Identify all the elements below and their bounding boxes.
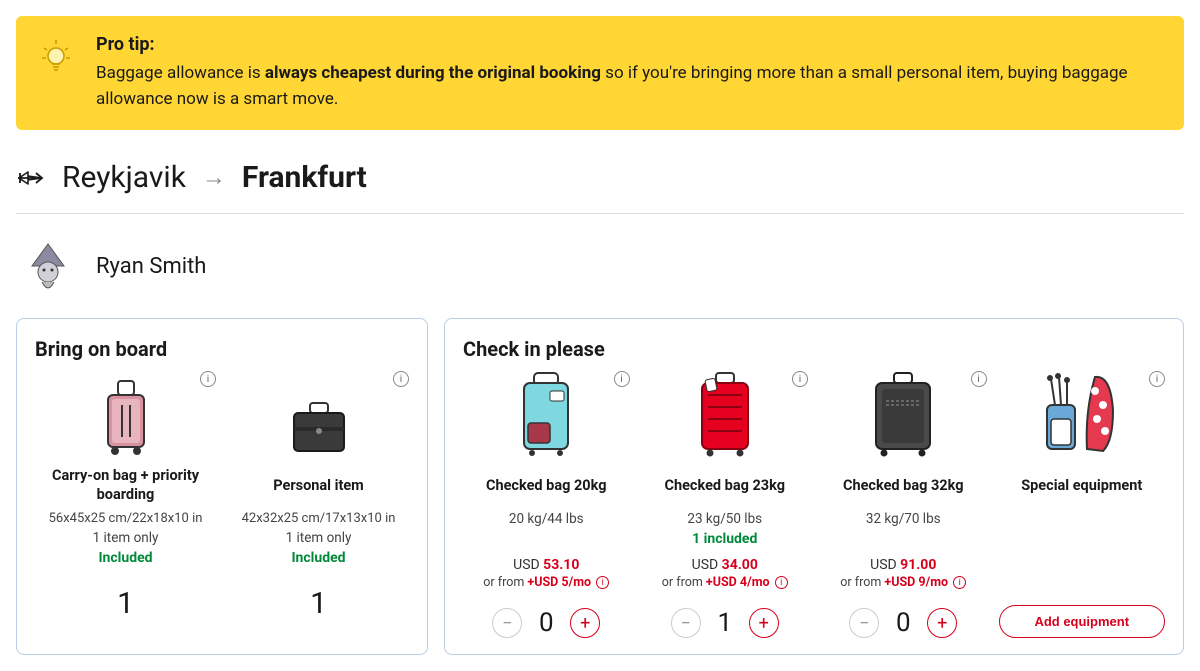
checked-bag-32-icon (820, 371, 987, 457)
card-name: Checked bag 32kg (820, 467, 987, 505)
info-icon[interactable]: i (200, 371, 216, 387)
tip-title: Pro tip: (96, 34, 1164, 55)
personal-item-icon (228, 371, 409, 457)
card-checked-20: i Checked bag 20kg 20 kg/44 lbs USD 53.1… (459, 371, 634, 638)
bring-title: Bring on board (31, 337, 413, 361)
info-icon[interactable]: i (393, 371, 409, 387)
info-icon[interactable]: i (792, 371, 808, 387)
route-to: Frankfurt (242, 160, 367, 195)
passenger-row: Ryan Smith (16, 238, 1184, 294)
checked-bag-20-icon (463, 371, 630, 457)
info-icon[interactable]: i (596, 576, 609, 589)
card-dim: 56x45x25 cm/22x18x10 in (35, 511, 216, 526)
check-title: Check in please (459, 337, 1169, 361)
add-equipment-button[interactable]: Add equipment (999, 605, 1166, 638)
avatar (20, 238, 76, 294)
minus-button[interactable]: − (849, 608, 879, 638)
arrow-right-icon: → (202, 163, 226, 192)
card-special-equipment: i Special equipment Add equipment (995, 371, 1170, 638)
price: USD 34.00 (642, 557, 809, 573)
checked-bag-23-icon (642, 371, 809, 457)
info-icon[interactable]: i (1149, 371, 1165, 387)
card-sub: 23 kg/50 lbs (642, 511, 809, 527)
price-monthly: or from +USD 4/mo i (642, 575, 809, 590)
airplane-icon (16, 165, 46, 191)
price-monthly: or from +USD 5/mo i (463, 575, 630, 590)
price: USD 91.00 (820, 557, 987, 573)
qty-display: 1 (35, 586, 216, 621)
special-equipment-icon (999, 371, 1166, 457)
qty-value: 0 (536, 608, 556, 638)
qty-display: 1 (228, 586, 409, 621)
price: USD 53.10 (463, 557, 630, 573)
plus-button[interactable]: + (749, 608, 779, 638)
card-note: 1 item only (228, 530, 409, 546)
price-monthly: or from +USD 9/mo i (820, 575, 987, 590)
card-name: Carry-on bag + priority boarding (35, 467, 216, 505)
plus-button[interactable]: + (927, 608, 957, 638)
minus-button[interactable]: − (492, 608, 522, 638)
card-name: Special equipment (999, 467, 1166, 505)
card-carry-on: i Carry-on bag + priority boarding 56x45… (31, 371, 220, 621)
card-checked-23: i Checked bag 23kg 23 kg/50 lbs 1 includ… (638, 371, 813, 638)
carry-on-bag-icon (35, 371, 216, 457)
qty-value: 1 (715, 608, 735, 638)
bring-on-board-panel: Bring on board i Carry-on bag + priority… (16, 318, 428, 655)
card-note: 1 item only (35, 530, 216, 546)
included-count: 1 included (642, 531, 809, 547)
minus-button[interactable]: − (671, 608, 701, 638)
card-sub: 32 kg/70 lbs (820, 511, 987, 527)
info-icon[interactable]: i (953, 576, 966, 589)
route-header: Reykjavik → Frankfurt (16, 154, 1184, 214)
card-checked-32: i Checked bag 32kg 32 kg/70 lbs USD 91.0… (816, 371, 991, 638)
included-label: Included (35, 550, 216, 566)
tip-text: Baggage allowance is always cheapest dur… (96, 61, 1164, 112)
qty-value: 0 (893, 608, 913, 638)
passenger-name: Ryan Smith (96, 254, 206, 279)
included-label: Included (228, 550, 409, 566)
card-personal-item: i Personal item 42x32x25 cm/17x13x10 in … (224, 371, 413, 621)
info-icon[interactable]: i (775, 576, 788, 589)
lightbulb-icon (36, 34, 76, 74)
check-in-panel: Check in please i Checked bag 20kg 20 kg… (444, 318, 1184, 655)
card-name: Checked bag 23kg (642, 467, 809, 505)
route-from: Reykjavik (62, 160, 186, 195)
plus-button[interactable]: + (570, 608, 600, 638)
pro-tip-banner: Pro tip: Baggage allowance is always che… (16, 16, 1184, 130)
card-name: Personal item (228, 467, 409, 505)
info-icon[interactable]: i (971, 371, 987, 387)
card-name: Checked bag 20kg (463, 467, 630, 505)
card-sub: 20 kg/44 lbs (463, 511, 630, 527)
info-icon[interactable]: i (614, 371, 630, 387)
card-dim: 42x32x25 cm/17x13x10 in (228, 511, 409, 526)
